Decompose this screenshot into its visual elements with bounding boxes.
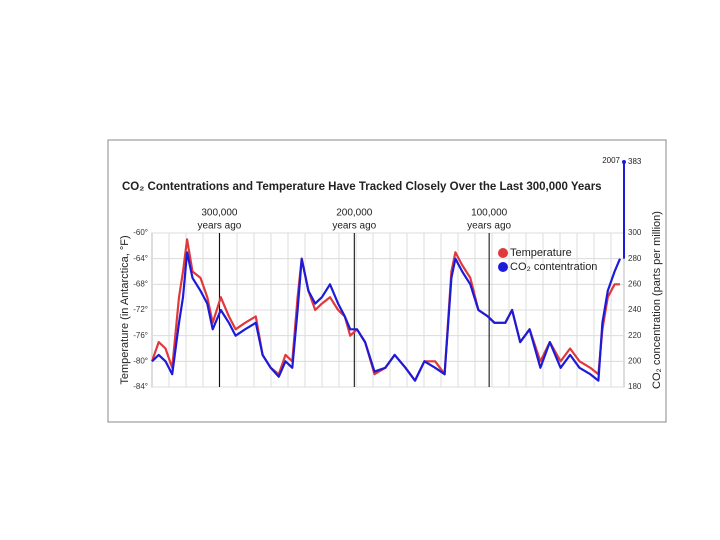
- y-tick-label: -64°: [133, 254, 148, 263]
- annotation-label: 100,000: [471, 208, 508, 219]
- end-note-dot: [622, 160, 626, 164]
- annotation-sublabel: years ago: [197, 221, 241, 232]
- y2-tick-label: 260: [628, 279, 642, 288]
- y2-axis-label: CO₂ concentration (parts per million): [651, 211, 663, 389]
- y2-tick-label: 240: [628, 305, 642, 314]
- y2-tick-label: 300: [628, 228, 642, 237]
- annotation-label: 300,000: [201, 208, 238, 219]
- y2-tick-label: 180: [628, 382, 642, 391]
- y-tick-label: -60°: [133, 228, 148, 237]
- legend-marker: [498, 248, 508, 258]
- y2-tick-label: 200: [628, 356, 642, 365]
- legend-label: Temperature: [510, 247, 572, 259]
- annotation-sublabel: years ago: [332, 221, 376, 232]
- y-tick-label: -76°: [133, 331, 148, 340]
- annotation-label: 200,000: [336, 208, 373, 219]
- legend-label: CO₂ contentration: [510, 261, 597, 273]
- y2-tick-label: 220: [628, 331, 642, 340]
- series-line: [151, 251, 622, 382]
- y-tick-label: -68°: [133, 279, 148, 288]
- legend-marker: [498, 262, 508, 272]
- chart-title: CO₂ Contentrations and Temperature Have …: [122, 181, 602, 193]
- end-note-year: 2007: [602, 156, 620, 165]
- y-tick-label: -80°: [133, 356, 148, 365]
- annotation-sublabel: years ago: [467, 221, 511, 232]
- end-note-value: 383: [628, 157, 642, 166]
- y-tick-label: -72°: [133, 305, 148, 314]
- y-axis-label: Temperature (in Antarctica, °F): [119, 235, 131, 384]
- y2-tick-label: 280: [628, 254, 642, 263]
- y-tick-label: -84°: [133, 382, 148, 391]
